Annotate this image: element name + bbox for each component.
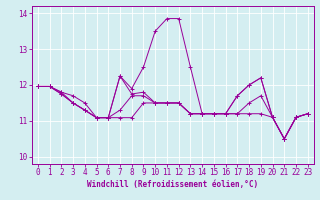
X-axis label: Windchill (Refroidissement éolien,°C): Windchill (Refroidissement éolien,°C): [87, 180, 258, 189]
